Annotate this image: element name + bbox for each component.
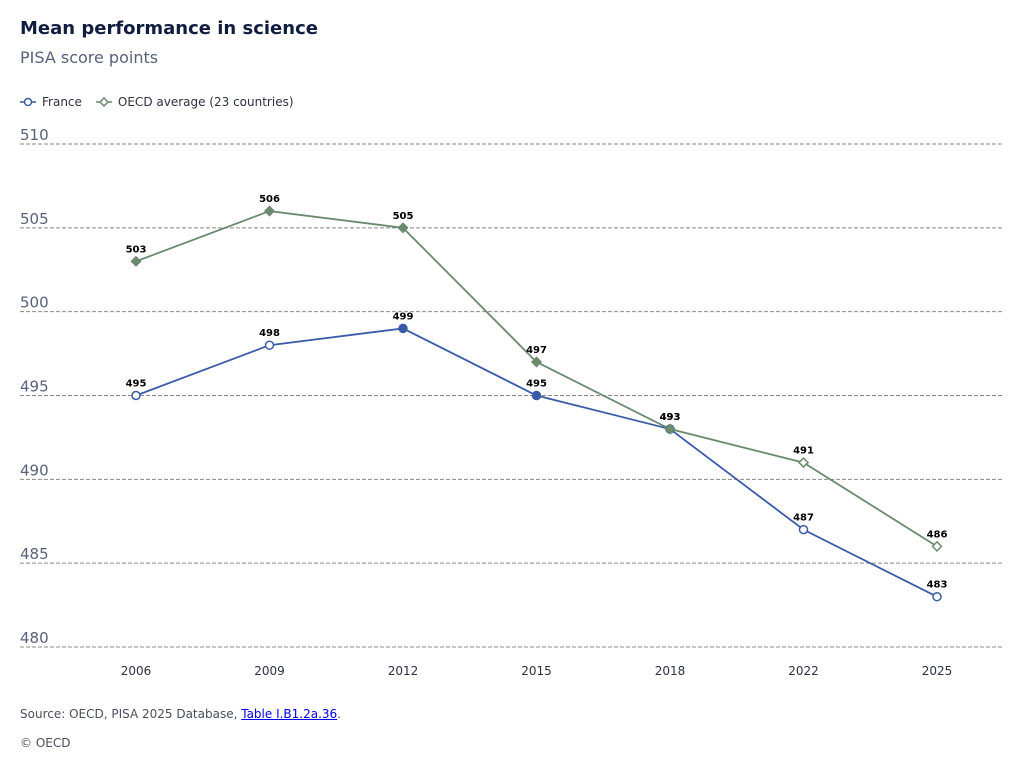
y-tick-label: 500 — [20, 294, 49, 312]
data-point — [530, 356, 543, 368]
x-tick-label: 2018 — [655, 664, 686, 678]
x-tick-label: 2009 — [254, 664, 285, 678]
data-point — [664, 423, 676, 435]
y-tick-label: 510 — [20, 126, 49, 144]
data-point — [397, 222, 409, 234]
x-tick-label: 2006 — [121, 664, 152, 678]
legend-label-oecd: OECD average (23 countries) — [117, 95, 294, 109]
data-point — [531, 390, 542, 401]
legend-diamond-marker-icon — [95, 97, 112, 107]
source-table-link[interactable]: Table I.B1.2a.36 — [241, 707, 338, 721]
x-tick-label: 2015 — [521, 664, 552, 678]
chart-title: Mean performance in science — [20, 18, 318, 39]
data-label: 493 — [660, 412, 681, 423]
series-line — [135, 327, 938, 598]
x-tick-label: 2012 — [388, 664, 419, 678]
chart-subtitle: PISA score points — [20, 48, 159, 67]
data-point — [398, 323, 408, 334]
data-point — [931, 540, 943, 552]
legend-item-oecd[interactable]: OECD average (23 countries) — [95, 95, 294, 109]
data-label: 495 — [526, 379, 547, 390]
y-tick-label: 505 — [20, 210, 49, 228]
data-label: 498 — [259, 328, 280, 339]
legend: France OECD average (23 countries) — [20, 95, 294, 109]
data-label: 503 — [126, 244, 147, 255]
data-label: 495 — [126, 379, 147, 390]
y-tick-label: 485 — [20, 545, 49, 563]
x-tick-label: 2025 — [922, 664, 953, 678]
source-note: Source: OECD, PISA 2025 Database, Table … — [20, 707, 341, 721]
x-tick-label: 2022 — [788, 664, 819, 678]
data-point — [797, 457, 810, 469]
data-label: 487 — [793, 513, 814, 524]
source-prefix: Source: OECD, PISA 2025 Database, — [20, 707, 242, 721]
y-tick-label: 480 — [20, 629, 49, 647]
data-point — [263, 205, 276, 217]
data-label: 491 — [793, 446, 814, 457]
data-point — [798, 524, 809, 535]
y-tick-label: 495 — [20, 378, 49, 396]
data-label: 483 — [927, 580, 948, 591]
y-tick-label: 490 — [20, 461, 49, 479]
legend-circle-marker-icon — [20, 97, 36, 107]
data-label: 497 — [526, 345, 547, 356]
data-label: 486 — [927, 529, 948, 540]
legend-label-france: France — [42, 95, 82, 109]
legend-item-france[interactable]: France — [20, 95, 82, 109]
data-label: 499 — [393, 311, 414, 322]
data-point — [264, 340, 275, 350]
data-label: 506 — [259, 194, 280, 205]
source-suffix: . — [337, 707, 342, 721]
data-label: 493 — [660, 412, 681, 423]
data-point — [130, 255, 142, 267]
data-label: 505 — [393, 211, 414, 222]
copyright: © OECD — [20, 736, 71, 750]
line-chart: 510 505 500 495 490 485 480 2006 2009 2012 2015 201… — [20, 126, 1003, 678]
data-point — [131, 390, 141, 401]
data-point — [932, 591, 942, 602]
